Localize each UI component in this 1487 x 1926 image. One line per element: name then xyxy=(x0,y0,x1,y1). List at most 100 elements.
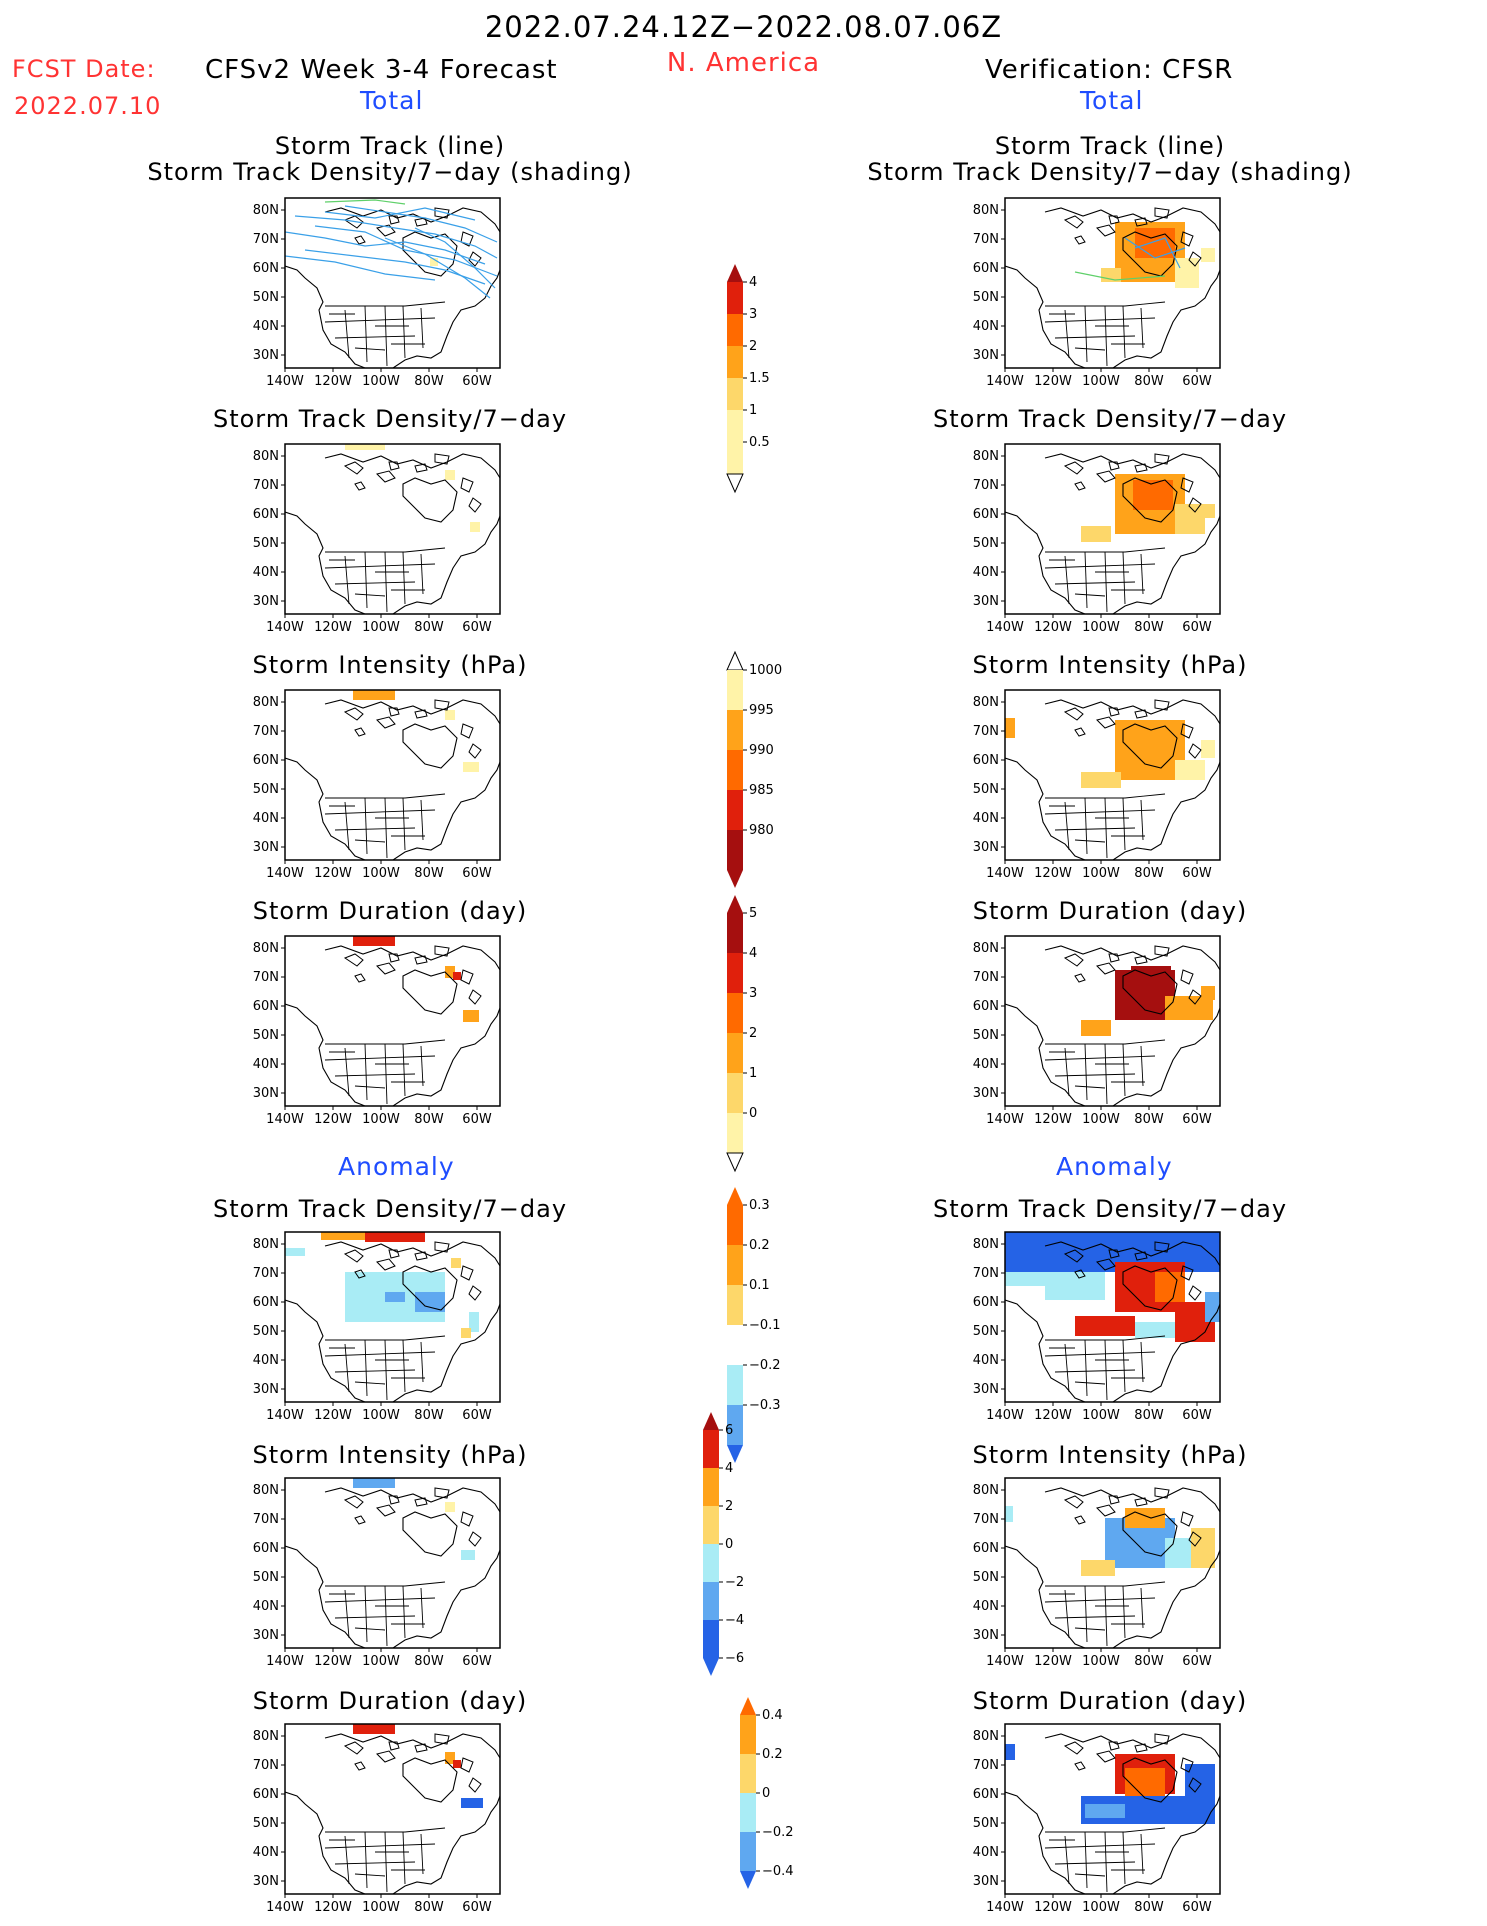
state-border xyxy=(1045,301,1166,307)
lat-label: 70N xyxy=(973,970,999,985)
lat-label: 80N xyxy=(253,1237,279,1252)
lat-label: 50N xyxy=(973,1028,999,1043)
shading-cell xyxy=(445,470,455,480)
right-track-line-map: 80N 70N 60N 50N 40N 30N 140W 120W 100W 80W 60W xyxy=(965,190,1250,400)
state-border xyxy=(354,347,386,351)
verification-title: Verification: CFSR xyxy=(985,55,1234,85)
island-outline xyxy=(1180,477,1194,493)
hudson-bay xyxy=(402,231,458,277)
lat-label: 50N xyxy=(253,290,279,305)
coastline xyxy=(1044,945,1220,971)
island-outline xyxy=(1134,463,1148,473)
island-outline xyxy=(1154,1733,1170,1745)
storm-track-line xyxy=(344,205,498,243)
state-border xyxy=(1045,793,1166,799)
shading-cell xyxy=(353,690,395,700)
island-outline xyxy=(354,235,366,245)
lat-label: 40N xyxy=(253,319,279,334)
state-border xyxy=(1074,1627,1106,1631)
lat-label: 30N xyxy=(973,348,999,363)
colorbar-segment xyxy=(703,1544,719,1582)
island-outline xyxy=(354,1761,366,1771)
island-outline xyxy=(468,743,482,759)
lon-label: 100W xyxy=(1082,374,1120,389)
colorbar-density-total: 4 3 2 1.5 1 0.5 xyxy=(722,262,812,498)
lon-label: 80W xyxy=(1134,1112,1164,1127)
lat-label: 30N xyxy=(253,840,279,855)
lat-label: 70N xyxy=(973,478,999,493)
island-outline xyxy=(1154,1241,1170,1253)
right-anomaly-label: Anomaly xyxy=(1056,1152,1173,1181)
hudson-bay xyxy=(402,1757,458,1803)
shading-cell xyxy=(1201,248,1215,262)
coastline xyxy=(1044,453,1220,479)
state-border xyxy=(1140,1587,1144,1629)
hudson-bay xyxy=(402,477,458,523)
state-border xyxy=(1054,827,1136,831)
state-border xyxy=(364,1831,368,1889)
lon-label: 140W xyxy=(266,866,304,881)
island-outline xyxy=(1188,1285,1202,1301)
colorbar-segment xyxy=(727,1405,743,1445)
state-border xyxy=(402,1585,406,1639)
shading-cell xyxy=(1201,986,1215,1000)
island-outline xyxy=(1108,461,1120,471)
island-outline xyxy=(1188,1777,1202,1793)
shading-cell xyxy=(1175,760,1205,780)
lon-label: 80W xyxy=(414,620,444,635)
lon-label: 140W xyxy=(266,1112,304,1127)
shading-cell xyxy=(1081,1560,1115,1576)
state-border xyxy=(1054,1615,1136,1619)
lat-label: 50N xyxy=(973,1816,999,1831)
island-outline xyxy=(343,1249,364,1263)
state-border xyxy=(325,793,446,799)
colorbar-segment xyxy=(727,1285,743,1325)
lat-label: 80N xyxy=(973,203,999,218)
lon-label: 140W xyxy=(266,1654,304,1669)
lon-label: 120W xyxy=(314,1112,352,1127)
lon-label: 80W xyxy=(1134,866,1164,881)
state-border xyxy=(402,305,406,359)
shading-cell xyxy=(1175,258,1199,288)
island-outline xyxy=(434,207,450,219)
colorbar-label: 985 xyxy=(749,783,774,798)
colorbar-segment xyxy=(703,1468,719,1506)
shading-cell xyxy=(1085,1804,1125,1818)
shading-cell xyxy=(1005,1506,1013,1522)
state-border xyxy=(384,1043,388,1105)
colorbar-label: 0.4 xyxy=(762,1708,783,1723)
shading-cell xyxy=(1045,1272,1105,1300)
lat-label: 50N xyxy=(973,536,999,551)
lat-label: 70N xyxy=(973,232,999,247)
lat-label: 40N xyxy=(973,565,999,580)
lon-label: 120W xyxy=(314,1654,352,1669)
storm-track-line xyxy=(285,255,436,281)
lat-label: 50N xyxy=(253,1570,279,1585)
island-outline xyxy=(468,1531,482,1547)
state-border xyxy=(1064,309,1070,359)
map-frame xyxy=(284,1477,501,1649)
island-outline xyxy=(1108,953,1120,963)
colorbar-segment xyxy=(703,1582,719,1620)
lon-label: 120W xyxy=(314,866,352,881)
state-border xyxy=(1084,1831,1088,1889)
shading-cell xyxy=(1201,740,1215,758)
fcst-date-label: FCST Date: xyxy=(12,55,156,83)
island-outline xyxy=(1096,470,1116,483)
island-outline xyxy=(388,1741,400,1751)
island-outline xyxy=(1074,727,1086,737)
state-border xyxy=(1074,1085,1106,1089)
lon-label: 140W xyxy=(986,620,1024,635)
state-border xyxy=(1084,551,1088,609)
state-border xyxy=(364,797,368,855)
lat-label: 70N xyxy=(253,1266,279,1281)
island-outline xyxy=(1154,207,1170,219)
shading-cell xyxy=(430,258,438,266)
colorbar-segment xyxy=(727,1325,743,1365)
state-border xyxy=(1104,1831,1108,1893)
lon-label: 100W xyxy=(1082,620,1120,635)
shading-cell xyxy=(1005,718,1015,738)
left-track-density-map: 80N 70N 60N 50N 40N 30N 140W 120W 100W 80W 60W xyxy=(245,436,530,646)
colorbar-label: 4 xyxy=(749,946,757,961)
island-outline xyxy=(1108,215,1120,225)
